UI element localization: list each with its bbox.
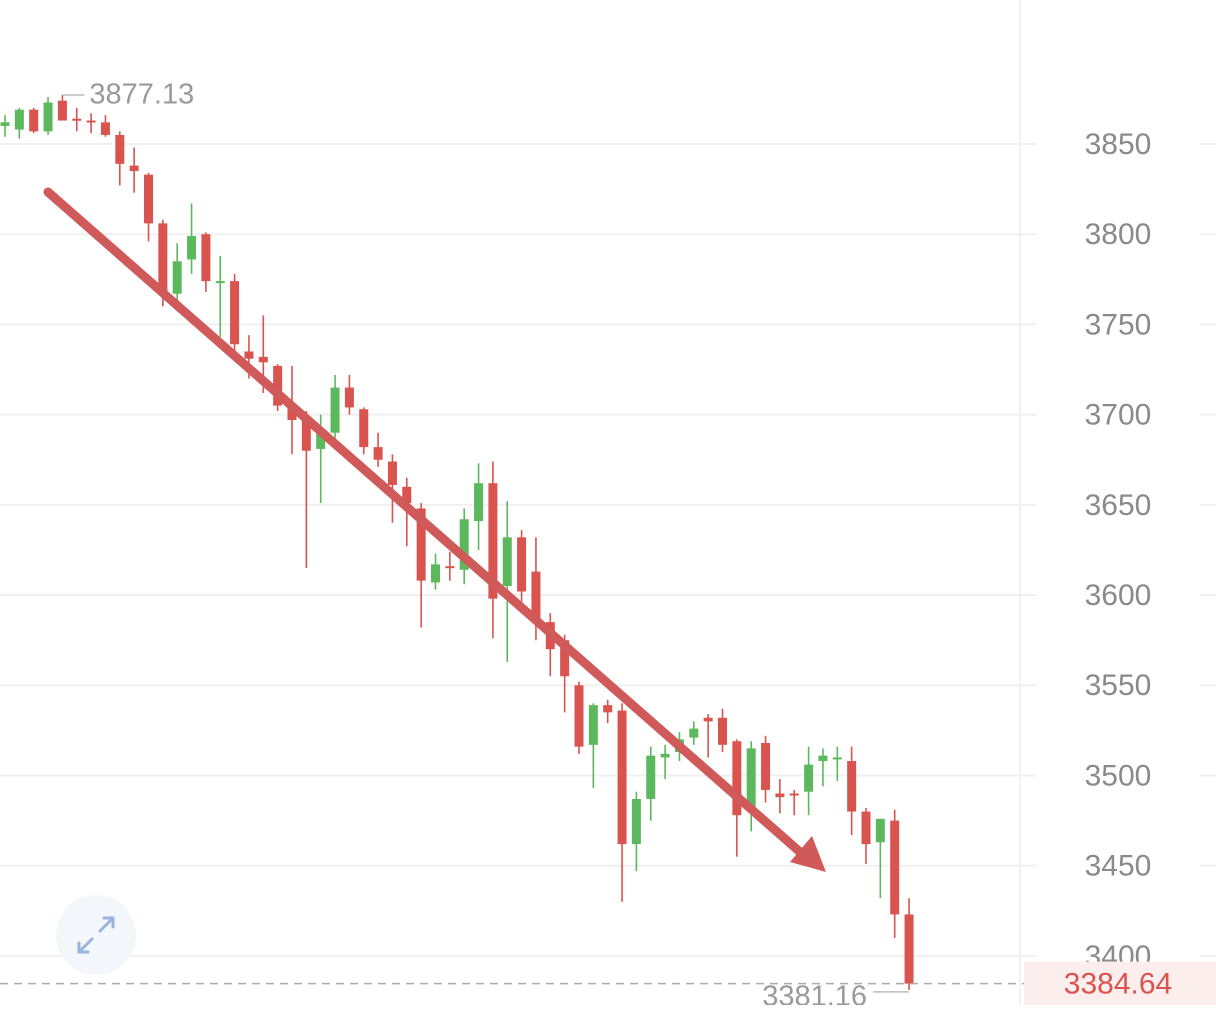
candle-body	[230, 281, 240, 345]
expand-button[interactable]	[56, 895, 136, 975]
candle-body	[244, 351, 254, 359]
candle-body	[258, 356, 268, 363]
candle-body	[603, 705, 613, 713]
axis-panel	[1020, 0, 1216, 1005]
candle-body	[344, 387, 354, 408]
last-price-label: 3384.64	[1064, 968, 1172, 1001]
candle-body	[761, 743, 771, 790]
expand-bg[interactable]	[56, 895, 136, 975]
candle-body	[387, 461, 397, 485]
candle-body	[187, 236, 197, 260]
candle-body	[804, 764, 814, 792]
candle-body	[72, 118, 82, 121]
candle-body	[144, 174, 153, 224]
candle-body	[775, 793, 785, 798]
candle-body	[789, 793, 799, 796]
candle-body	[43, 102, 53, 132]
y-tick-label: 3650	[1085, 489, 1152, 522]
candle-body	[416, 508, 426, 581]
candle-body	[588, 705, 598, 745]
y-tick-label: 3800	[1085, 218, 1152, 251]
y-tick-label: 3550	[1085, 669, 1152, 702]
candle-body	[115, 134, 125, 164]
trend-arrowhead	[790, 836, 826, 872]
candle-body	[574, 685, 584, 747]
candle-body	[703, 717, 713, 722]
candle-body	[474, 483, 484, 522]
candle-body	[172, 261, 182, 294]
candle-body	[617, 710, 627, 845]
max-label: 3877.13	[89, 79, 194, 111]
candle-body	[904, 914, 914, 984]
trend-arrow	[43, 187, 826, 872]
candle-body	[832, 757, 842, 760]
candle-body	[445, 566, 455, 569]
candle-body	[29, 109, 39, 132]
candle-body	[402, 486, 412, 504]
y-tick-label: 3600	[1085, 579, 1152, 612]
candle-body	[746, 748, 756, 812]
trend-line	[43, 187, 805, 857]
candle-body	[875, 818, 885, 843]
candle-body	[0, 122, 10, 126]
candles	[0, 95, 914, 990]
candle-body	[488, 483, 498, 599]
candle-body	[129, 165, 139, 172]
grid	[0, 142, 1216, 957]
expand-icon[interactable]	[77, 916, 115, 954]
candle-body	[660, 753, 670, 758]
candle-body	[86, 120, 96, 123]
candle-body	[718, 717, 727, 745]
candle-body	[560, 640, 570, 677]
candle-body	[502, 537, 512, 587]
y-tick-label: 3500	[1085, 759, 1152, 792]
last-price-box	[1024, 961, 1216, 1006]
candle-body	[861, 811, 871, 845]
candle-body	[818, 755, 828, 762]
candle-body	[201, 234, 211, 282]
candle-body	[14, 109, 24, 130]
candle-body	[631, 798, 641, 845]
candle-body	[689, 728, 699, 738]
candle-body	[158, 223, 168, 294]
candle-body	[431, 564, 440, 583]
y-tick-label: 3750	[1085, 308, 1152, 341]
candle-body	[316, 432, 326, 449]
candle-body	[459, 519, 469, 570]
candle-body	[373, 447, 383, 460]
candle-body	[517, 537, 527, 592]
candle-body	[359, 409, 369, 448]
candle-body	[531, 571, 541, 619]
candle-body	[100, 122, 110, 135]
y-tick-label: 3700	[1085, 399, 1152, 432]
candle-body	[330, 387, 340, 433]
y-tick-label: 3850	[1085, 128, 1152, 161]
candle-body	[732, 741, 742, 816]
candle-body	[646, 755, 656, 799]
candle-body	[847, 761, 857, 812]
candle-body	[215, 281, 225, 284]
candle-body	[273, 365, 283, 406]
candle-body	[301, 418, 311, 451]
candle-body	[57, 100, 67, 121]
candle-body	[890, 820, 900, 915]
y-tick-label: 3450	[1085, 850, 1152, 883]
